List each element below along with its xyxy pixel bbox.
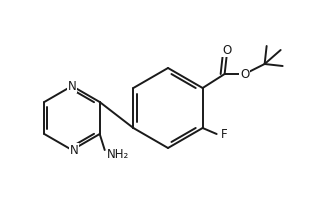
Text: F: F — [221, 128, 227, 140]
Text: NH₂: NH₂ — [107, 148, 129, 160]
Text: N: N — [70, 144, 78, 156]
Text: N: N — [68, 79, 76, 92]
Text: O: O — [240, 68, 249, 80]
Text: O: O — [222, 44, 231, 56]
